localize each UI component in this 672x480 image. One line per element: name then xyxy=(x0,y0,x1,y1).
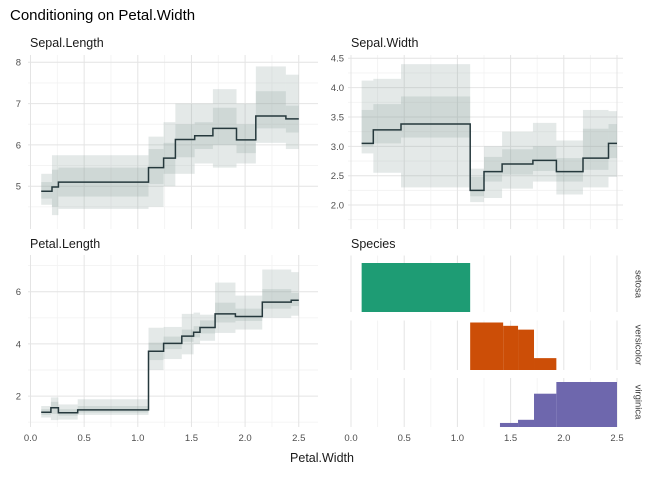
confidence-band-outer xyxy=(236,103,256,164)
confidence-band-inner xyxy=(236,124,256,154)
histogram-bar-virginica xyxy=(499,422,519,427)
y-tick-label: 4.5 xyxy=(331,54,344,65)
confidence-band-outer xyxy=(181,313,194,355)
y-tick-label: 4 xyxy=(16,339,21,350)
confidence-band-inner xyxy=(148,149,164,185)
chart-title: Conditioning on Petal.Width xyxy=(10,7,196,24)
facet-label-versicolor: versicolor xyxy=(632,324,644,366)
y-tick-label: 8 xyxy=(16,58,21,69)
confidence-band-outer xyxy=(235,295,263,330)
y-tick-label: 2.5 xyxy=(331,171,344,182)
confidence-band-outer xyxy=(470,168,484,203)
confidence-band-outer xyxy=(255,66,286,143)
confidence-band-outer xyxy=(50,397,59,421)
x-tick-label: 0.5 xyxy=(398,433,411,444)
confidence-band-inner xyxy=(41,182,52,199)
step-line xyxy=(41,115,299,192)
x-tick-label: 1.0 xyxy=(451,433,464,444)
x-axis-title: Petal.Width xyxy=(290,451,354,465)
confidence-band-inner xyxy=(401,96,471,138)
confidence-band-inner xyxy=(175,124,195,158)
x-tick-label: 0.0 xyxy=(344,433,357,444)
step-line xyxy=(41,299,299,414)
y-tick-label: 6 xyxy=(16,287,21,298)
panel-title-sepal-width: Sepal.Width xyxy=(351,36,419,50)
x-tick-label: 0.5 xyxy=(78,433,91,444)
step-line xyxy=(361,123,617,192)
confidence-band-outer xyxy=(401,64,471,188)
confidence-band-inner xyxy=(361,109,374,147)
y-tick-label: 2 xyxy=(16,392,21,403)
histogram-bar-setosa xyxy=(361,263,471,312)
confidence-band-inner xyxy=(373,104,402,144)
confidence-band-outer xyxy=(58,404,78,420)
confidence-band-inner xyxy=(502,149,533,175)
y-tick-label: 5 xyxy=(16,182,21,193)
y-tick-label: 6 xyxy=(16,140,21,151)
histogram-bar-virginica xyxy=(518,419,535,427)
x-tick-label: 0.0 xyxy=(24,433,37,444)
confidence-band-outer xyxy=(215,282,236,333)
confidence-band-inner xyxy=(235,308,263,321)
x-tick-label: 1.5 xyxy=(185,433,198,444)
confidence-band-inner xyxy=(470,176,484,197)
histogram-bar-virginica xyxy=(556,382,617,427)
confidence-band-inner xyxy=(215,302,236,323)
confidence-band-outer xyxy=(285,74,299,150)
confidence-band-inner xyxy=(484,156,503,182)
x-tick-label: 2.5 xyxy=(292,433,305,444)
facet-label-virginica: virginica xyxy=(632,384,644,420)
confidence-band-inner xyxy=(255,91,286,129)
confidence-band-outer xyxy=(175,103,195,174)
confidence-band-outer xyxy=(361,80,374,154)
confidence-band-inner xyxy=(556,158,583,182)
confidence-band-inner xyxy=(51,169,59,207)
confidence-band-inner xyxy=(212,107,237,145)
histogram-bar-versicolor xyxy=(534,358,557,370)
panel-title-petal-length: Petal.Length xyxy=(30,237,101,251)
confidence-band-outer xyxy=(262,269,292,318)
confidence-band-outer xyxy=(163,122,176,187)
confidence-band-outer xyxy=(77,399,149,415)
confidence-band-outer xyxy=(41,173,52,205)
histogram-bar-versicolor xyxy=(518,329,535,370)
facet-label-setosa: setosa xyxy=(632,270,644,298)
histogram-bar-versicolor xyxy=(503,325,519,370)
y-tick-label: 3.0 xyxy=(331,142,344,153)
confidence-band-inner xyxy=(582,128,609,170)
confidence-band-outer xyxy=(582,109,609,188)
confidence-band-inner xyxy=(532,146,557,172)
confidence-band-outer xyxy=(556,140,583,195)
histogram-bar-versicolor xyxy=(470,322,504,370)
histogram-bar-virginica xyxy=(534,393,557,427)
confidence-band-inner xyxy=(608,124,617,159)
confidence-band-inner xyxy=(262,289,292,309)
confidence-band-outer xyxy=(291,272,299,316)
y-tick-label: 7 xyxy=(16,99,21,110)
panel-title-species: Species xyxy=(351,237,396,251)
confidence-band-outer xyxy=(51,155,59,216)
y-tick-label: 4.0 xyxy=(331,83,344,94)
x-tick-label: 2.0 xyxy=(238,433,251,444)
confidence-band-inner xyxy=(291,293,299,307)
x-tick-label: 2.5 xyxy=(610,433,623,444)
confidence-band-outer xyxy=(193,312,201,344)
panel-title-sepal-length: Sepal.Length xyxy=(30,36,104,50)
confidence-band-outer xyxy=(502,131,533,189)
x-tick-label: 1.0 xyxy=(131,433,144,444)
confidence-band-outer xyxy=(148,136,164,207)
confidence-band-outer xyxy=(532,122,557,182)
x-tick-label: 1.5 xyxy=(504,433,517,444)
confidence-band-outer xyxy=(148,327,164,370)
y-tick-label: 3.5 xyxy=(331,112,344,123)
confidence-band-outer xyxy=(194,103,213,164)
y-tick-label: 2.0 xyxy=(331,200,344,211)
confidence-band-outer xyxy=(373,78,402,173)
x-tick-label: 2.0 xyxy=(557,433,570,444)
